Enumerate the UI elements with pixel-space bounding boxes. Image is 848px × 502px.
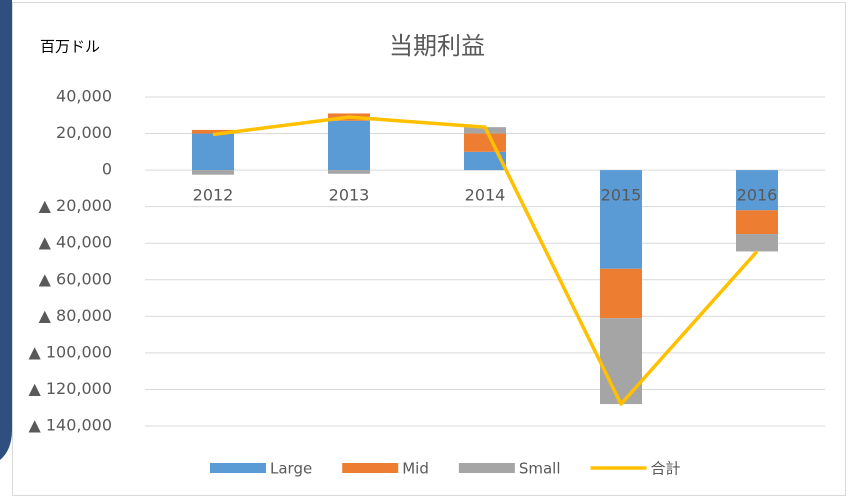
y-tick-label: ▲ 20,000	[39, 196, 112, 215]
bar	[192, 129, 234, 134]
bar	[464, 151, 506, 171]
legend-swatch	[458, 463, 515, 473]
y-tick-label: ▲ 120,000	[28, 379, 112, 398]
y-tick-label: ▲ 140,000	[28, 416, 112, 435]
bar	[464, 133, 506, 152]
y-tick-label: 40,000	[56, 87, 112, 106]
x-tick-label: 2016	[737, 186, 778, 205]
bar	[192, 170, 234, 175]
y-tick-label: 0	[102, 160, 112, 179]
x-tick-label: 2014	[465, 186, 506, 205]
legend-label: Large	[270, 460, 312, 478]
y-axis-label: 百万ドル	[40, 38, 100, 56]
legend-label: 合計	[651, 460, 681, 478]
x-tick-label: 2013	[329, 186, 370, 205]
bar	[736, 234, 778, 252]
legend-swatch	[210, 463, 266, 473]
y-tick-label: ▲ 60,000	[39, 269, 112, 288]
x-tick-label: 2015	[601, 186, 642, 205]
legend-label: Mid	[402, 460, 429, 478]
y-tick-label: ▲ 100,000	[28, 342, 112, 361]
legend-label: Small	[519, 460, 561, 478]
bar	[600, 268, 642, 319]
y-tick-label: ▲ 40,000	[39, 233, 112, 252]
bar	[600, 170, 642, 269]
bar	[736, 210, 778, 235]
bar	[328, 170, 370, 174]
legend-swatch	[342, 463, 399, 473]
y-tick-label: ▲ 80,000	[39, 306, 112, 325]
chart-title: 当期利益	[389, 32, 485, 60]
chart-border	[12, 2, 846, 496]
bar	[192, 133, 234, 171]
bar	[600, 318, 642, 405]
bar	[736, 170, 778, 211]
slide-edge	[0, 0, 12, 460]
y-tick-label: 20,000	[56, 123, 112, 142]
x-tick-label: 2012	[193, 186, 234, 205]
bar	[328, 120, 370, 171]
line	[212, 115, 759, 406]
